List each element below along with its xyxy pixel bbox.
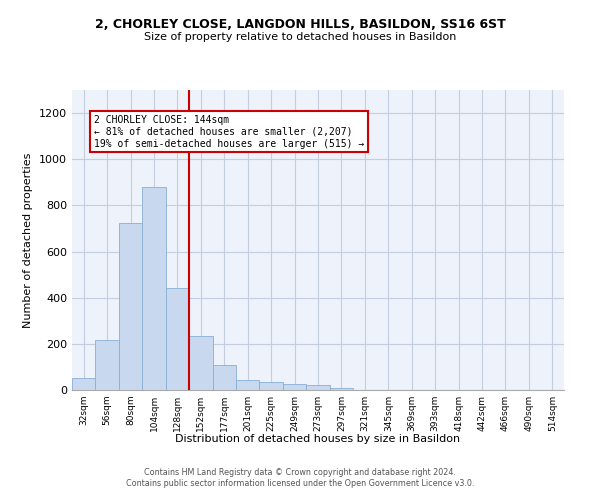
Bar <box>72 378 95 390</box>
Text: 2, CHORLEY CLOSE, LANGDON HILLS, BASILDON, SS16 6ST: 2, CHORLEY CLOSE, LANGDON HILLS, BASILDO… <box>95 18 505 30</box>
Bar <box>166 288 189 390</box>
Bar <box>306 386 330 390</box>
Y-axis label: Number of detached properties: Number of detached properties <box>23 152 34 328</box>
Bar <box>95 340 119 390</box>
Text: 2 CHORLEY CLOSE: 144sqm
← 81% of detached houses are smaller (2,207)
19% of semi: 2 CHORLEY CLOSE: 144sqm ← 81% of detache… <box>94 116 365 148</box>
Bar <box>189 336 212 390</box>
Bar <box>236 380 259 390</box>
Bar <box>283 384 306 390</box>
X-axis label: Distribution of detached houses by size in Basildon: Distribution of detached houses by size … <box>175 434 461 444</box>
Bar <box>212 364 236 390</box>
Bar <box>142 187 166 390</box>
Bar <box>330 388 353 390</box>
Bar <box>119 222 142 390</box>
Bar <box>259 382 283 390</box>
Text: Size of property relative to detached houses in Basildon: Size of property relative to detached ho… <box>144 32 456 42</box>
Text: Contains HM Land Registry data © Crown copyright and database right 2024.
Contai: Contains HM Land Registry data © Crown c… <box>126 468 474 487</box>
